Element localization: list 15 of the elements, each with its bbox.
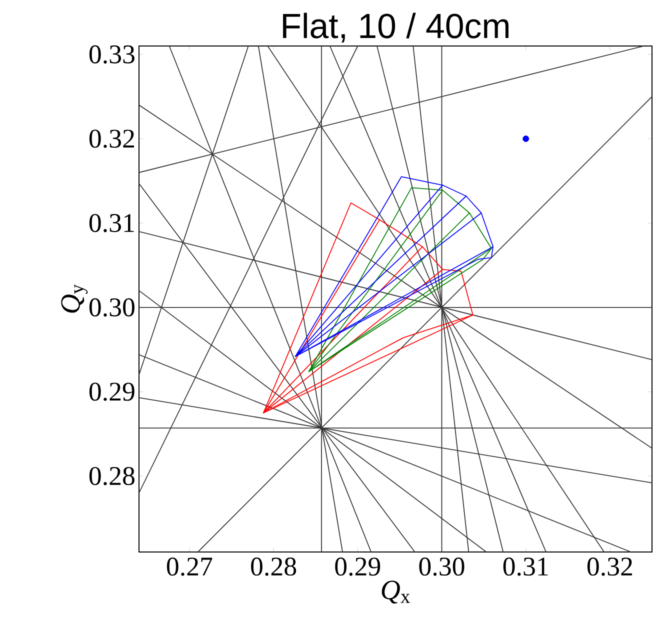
x-axis-title: Q$_{x}$ [382, 580, 410, 604]
y-tick-label: 0.28 [89, 466, 134, 486]
chart-title: Flat, 10 / 40cm [283, 12, 508, 43]
x-tick-label: 0.28 [251, 558, 296, 576]
x-tick-label: 0.29 [335, 558, 380, 576]
x-tick-label: 0.31 [503, 558, 548, 576]
x-tick-label: 0.32 [587, 558, 632, 576]
y-tick-label: 0.29 [89, 382, 134, 401]
y-tick-label: 0.32 [89, 130, 134, 148]
x-tick-label: 0.30 [419, 558, 464, 576]
y-tick-label: 0.31 [89, 214, 134, 232]
y-tick-label: 0.30 [89, 298, 134, 317]
x-tick-label: 0.27 [166, 558, 212, 576]
y-axis-title: Q$_{y}$ [61, 284, 88, 313]
y-tick-label: 0.33 [89, 45, 134, 64]
